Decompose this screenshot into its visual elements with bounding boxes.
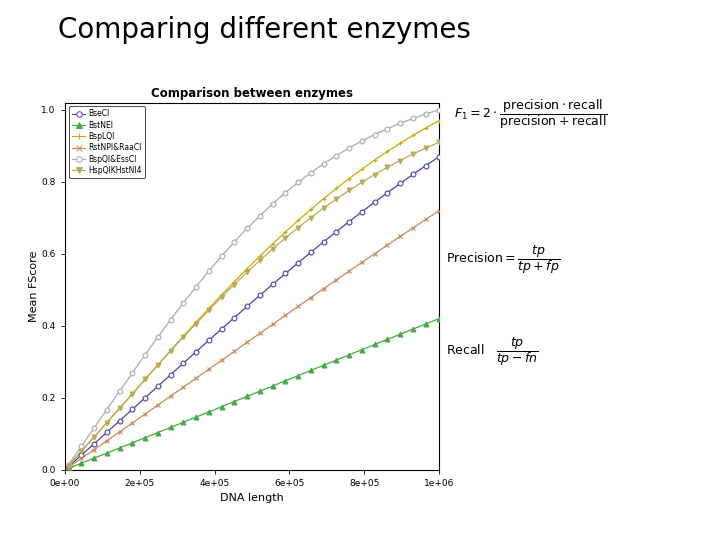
Legend: BseCI, BstNEI, BspLQI, RstNPI&RaaCl, BspQI&EssCl, HspQIKHstNI4: BseCI, BstNEI, BspLQI, RstNPI&RaaCl, Bsp…	[68, 106, 145, 178]
Text: $F_1 = 2 \cdot \dfrac{\mathrm{precision} \cdot \mathrm{recall}}{\mathrm{precisio: $F_1 = 2 \cdot \dfrac{\mathrm{precision}…	[454, 97, 607, 131]
Y-axis label: Mean FScore: Mean FScore	[29, 251, 39, 322]
Text: $\mathrm{Precision} = \dfrac{tp}{tp + fp}$: $\mathrm{Precision} = \dfrac{tp}{tp + fp…	[446, 243, 561, 276]
Text: $\mathrm{Recall} \quad \dfrac{tp}{tp - fn}$: $\mathrm{Recall} \quad \dfrac{tp}{tp - f…	[446, 335, 539, 368]
Text: Comparing different enzymes: Comparing different enzymes	[58, 16, 470, 44]
X-axis label: DNA length: DNA length	[220, 494, 284, 503]
Title: Comparison between enzymes: Comparison between enzymes	[151, 87, 353, 100]
